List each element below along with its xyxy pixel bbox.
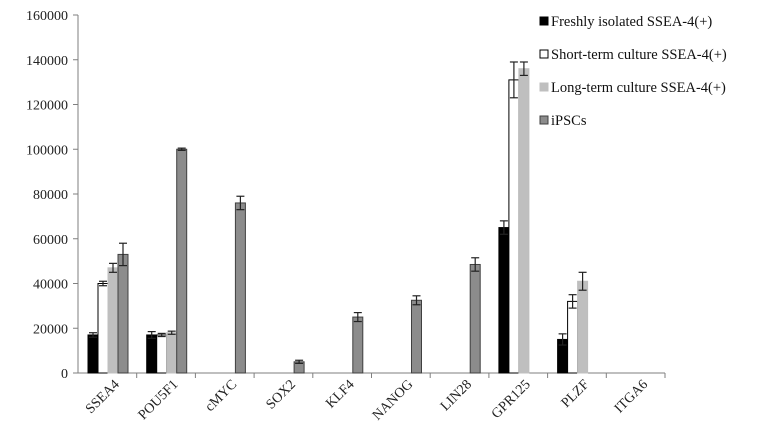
y-axis: 0 20000 40000 60000 80000 100000 120000 140000 1…	[26, 9, 79, 382]
legend-swatch	[539, 82, 549, 92]
bar	[156, 334, 168, 374]
bar	[411, 299, 422, 374]
bar	[469, 263, 481, 374]
x-tick-label: GPR125	[489, 377, 534, 422]
bar	[107, 267, 119, 374]
legend-label: Long-term culture SSEA-4(+)	[551, 80, 726, 96]
x-axis: SSEA4 POU5F1 cMYC SOX2 KLF4 NANOG LIN28 GPR125 P…	[78, 372, 666, 424]
x-tick-label: SOX2	[264, 377, 299, 412]
y-tick-label: 140000	[26, 54, 68, 69]
legend-label: Short-term culture SSEA-4(+)	[551, 47, 727, 63]
x-tick-label: SSEA4	[83, 377, 123, 417]
bar	[577, 280, 589, 374]
x-tick-label: ITGA6	[612, 377, 651, 416]
bar	[176, 148, 188, 374]
bar	[87, 334, 99, 374]
bar	[166, 332, 178, 374]
y-tick-label: 40000	[33, 278, 68, 293]
bar	[518, 68, 530, 374]
x-tick-label: PLZF	[559, 377, 593, 411]
bar	[567, 300, 579, 374]
bar	[498, 227, 510, 374]
bar	[146, 334, 158, 374]
legend-swatch	[539, 49, 549, 59]
legend-label: Freshly isolated SSEA-4(+)	[551, 14, 712, 30]
legend-swatch	[539, 16, 549, 26]
x-tick-label: cMYC	[203, 377, 241, 415]
legend: Freshly isolated SSEA-4(+) Short-term cul…	[539, 14, 727, 129]
y-tick-label: 60000	[33, 233, 68, 248]
y-tick-label: 160000	[26, 9, 68, 24]
y-tick-label: 20000	[33, 322, 68, 337]
bar	[352, 316, 364, 374]
bar	[508, 79, 520, 374]
y-tick-label: 0	[61, 367, 68, 382]
bar	[97, 283, 109, 374]
x-tick-label: LIN28	[438, 377, 475, 414]
x-tick-label: POU5F1	[136, 377, 182, 423]
y-tick-label: 100000	[26, 143, 68, 158]
legend-swatch	[539, 115, 549, 125]
y-tick-label: 80000	[33, 188, 68, 203]
legend-label: iPSCs	[551, 113, 587, 129]
y-tick-label: 120000	[26, 99, 68, 114]
x-tick-label: KLF4	[323, 377, 357, 411]
bar	[234, 202, 246, 374]
bar	[117, 253, 129, 374]
x-tick-label: NANOG	[370, 377, 416, 423]
bars	[87, 61, 589, 374]
